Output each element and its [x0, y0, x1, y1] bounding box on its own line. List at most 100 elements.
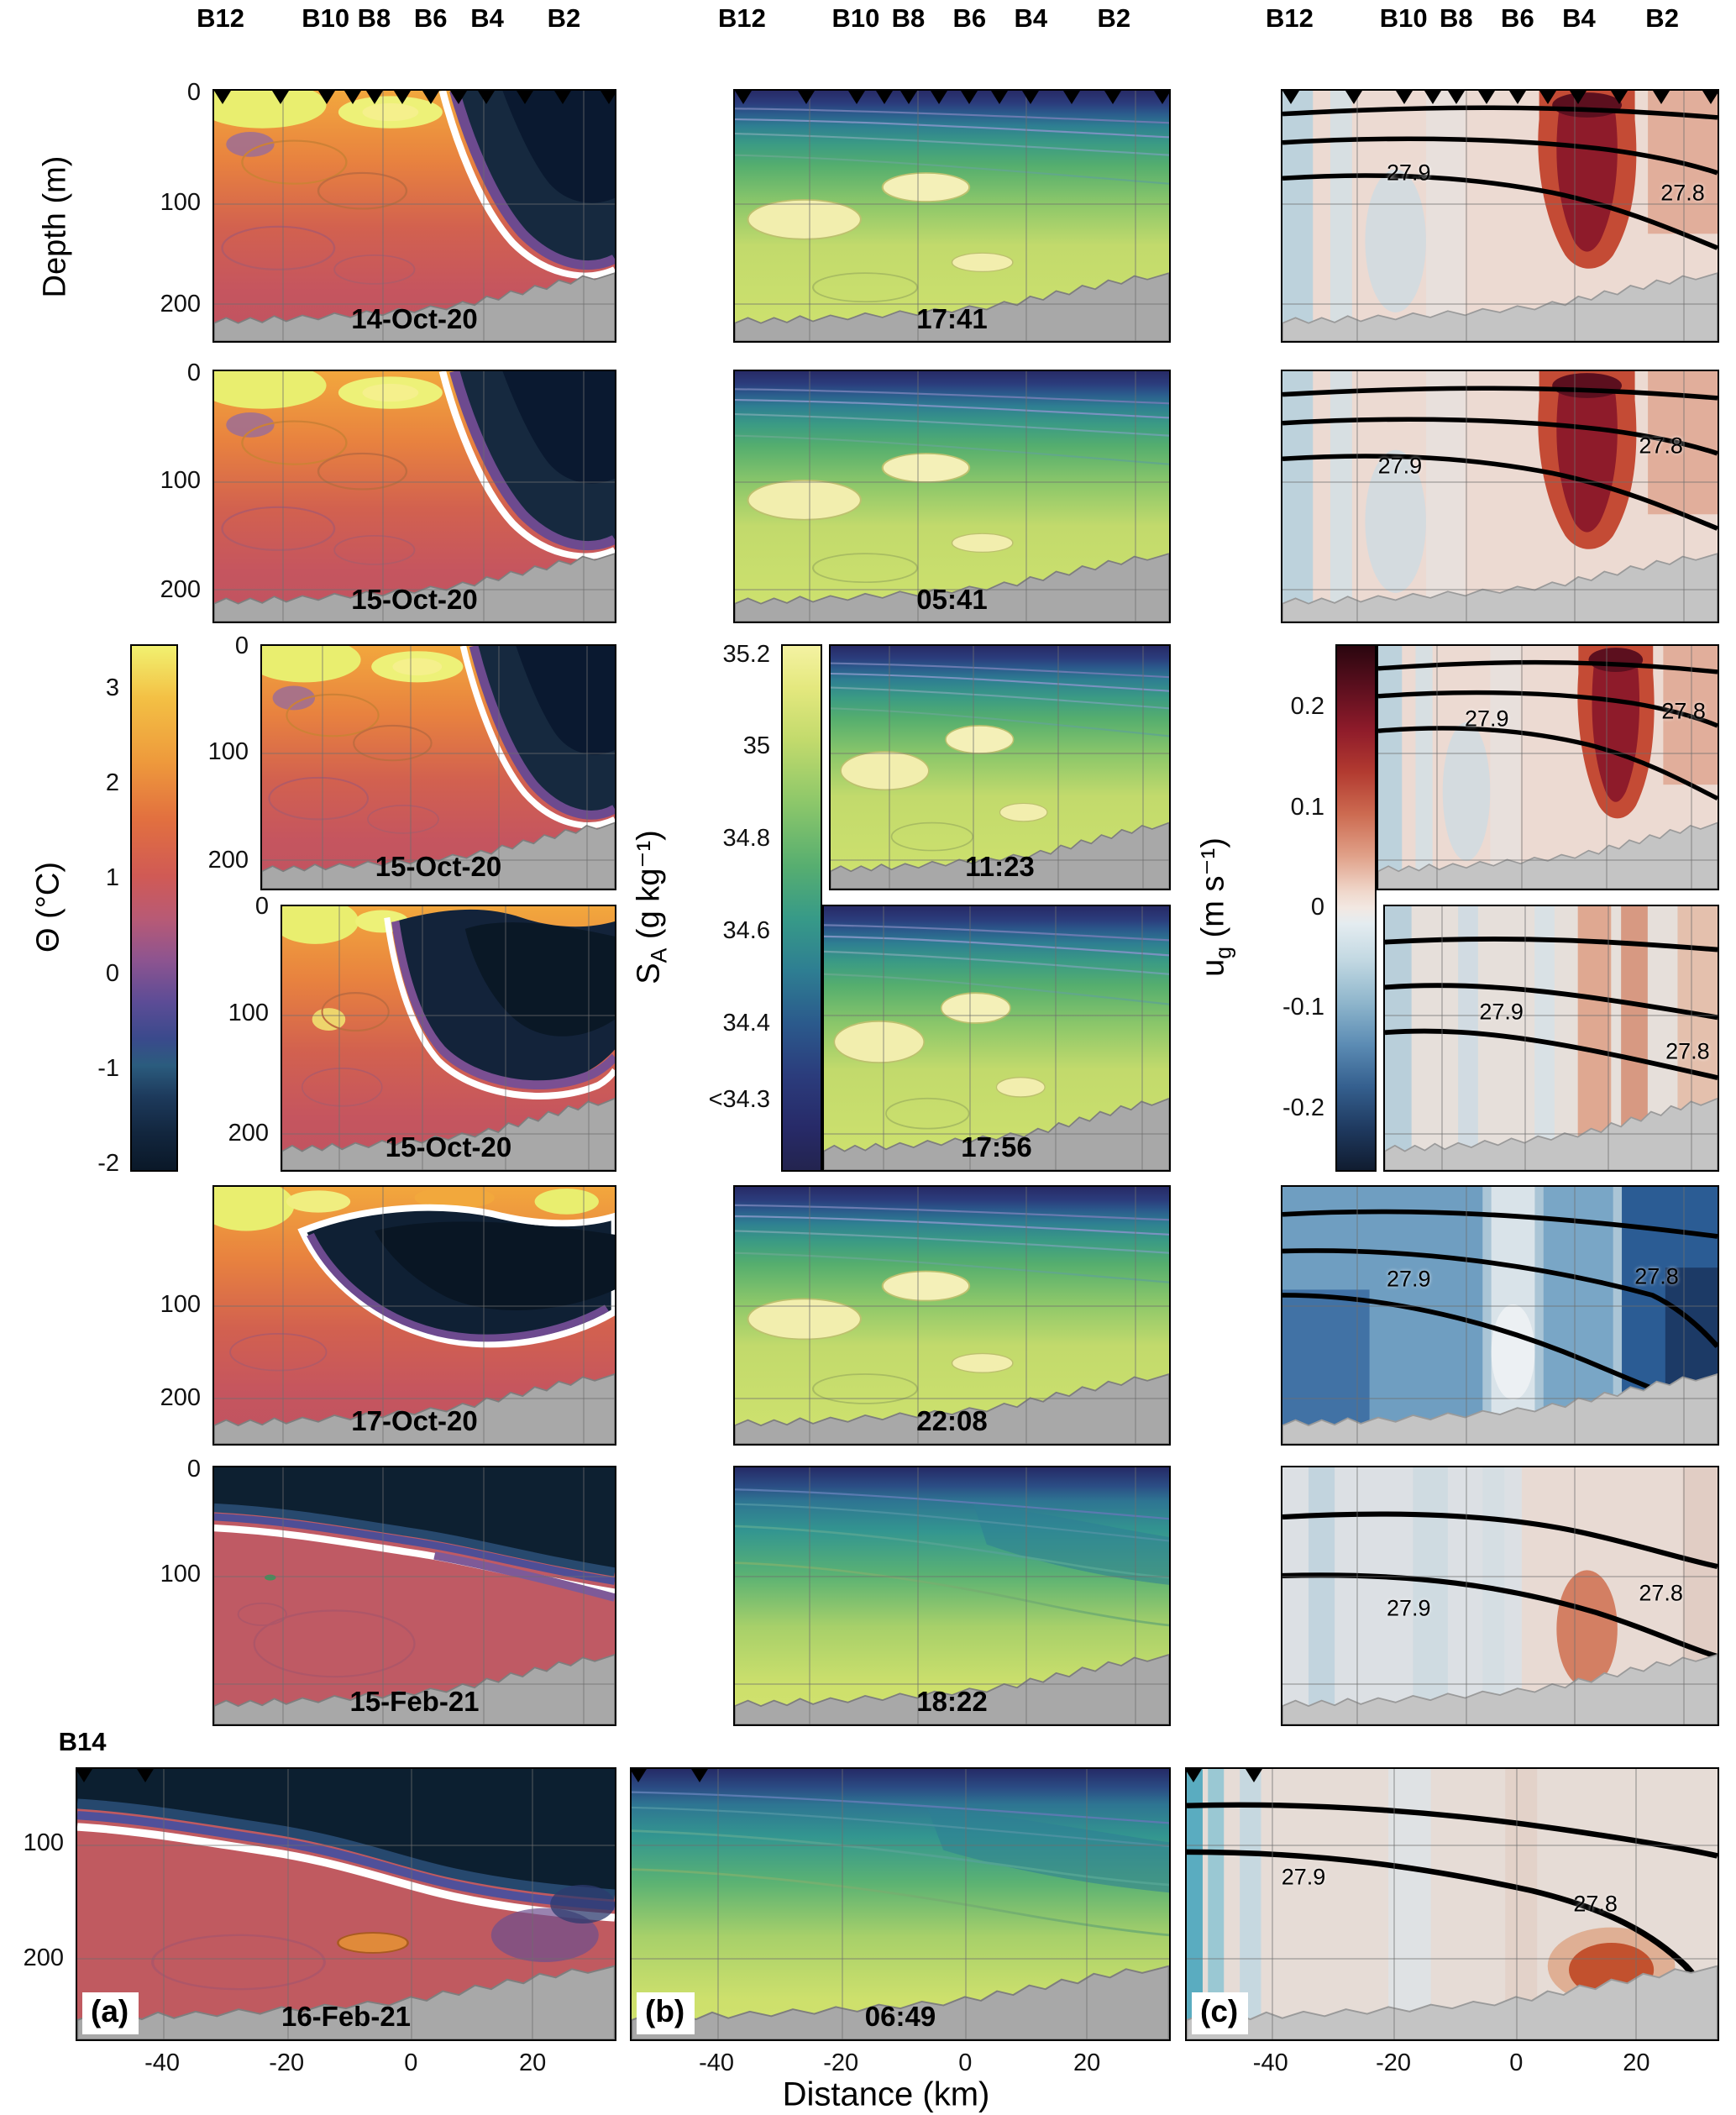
gridline	[1025, 1467, 1028, 1724]
gridline	[1690, 646, 1692, 889]
tick-label: 0.2	[1290, 693, 1324, 721]
colorbar-salinity-label: SA (g kg⁻¹)	[630, 830, 673, 984]
gridline	[1574, 371, 1576, 622]
station-marker-icon	[991, 91, 1009, 104]
x-ticks-col-c: -40 -20 0 20	[1185, 2048, 1719, 2083]
tick-label: -40	[1252, 2049, 1288, 2076]
gridline	[1682, 1187, 1685, 1444]
tick-label: 0	[254, 893, 269, 921]
section-time-label: 05:41	[916, 583, 988, 615]
tick-label: 34.8	[722, 825, 770, 853]
station-marker-icon	[1104, 91, 1121, 104]
temp-panel-r4: 15-Oct-20	[281, 905, 616, 1172]
section-date-label: 15-Feb-21	[349, 1686, 480, 1718]
gridline	[77, 1845, 615, 1847]
gridline	[1574, 1187, 1576, 1444]
temperature-contour-plot	[77, 1769, 615, 2039]
x-ticks-col-a: -40 -20 0 20	[76, 2048, 616, 2083]
gridline	[214, 303, 615, 306]
gridline	[1282, 1683, 1718, 1686]
salinity-panel-r6: 18:22	[733, 1466, 1171, 1726]
gridline	[888, 646, 890, 889]
salinity-label-units: (g kg⁻¹)	[631, 830, 667, 948]
section-time-label: 17:56	[961, 1131, 1032, 1163]
gridline	[214, 1304, 615, 1307]
gridline	[214, 1397, 615, 1399]
station-label: B10	[302, 3, 350, 33]
gridline	[582, 371, 585, 622]
gridline	[1134, 1187, 1136, 1444]
station-marker-icon	[1424, 91, 1441, 104]
temp-panel-r2: 15-Oct-20	[212, 370, 616, 623]
station-marker-icon	[961, 91, 978, 104]
salinity-panel-r2: 05:41	[733, 370, 1171, 623]
isopycnal-label: 27.8	[1639, 433, 1683, 459]
tick-label: 0	[186, 359, 201, 386]
gridline	[1574, 1467, 1576, 1724]
gridline	[422, 906, 424, 1170]
station-marker-icon	[798, 91, 816, 104]
section-date-label: 16-Feb-21	[281, 2000, 412, 2032]
gridline	[1055, 906, 1057, 1170]
isopycnal-label: 27.8	[1634, 1263, 1679, 1289]
tick-label: 200	[160, 290, 201, 318]
gridline	[1356, 1467, 1359, 1724]
colorbar-salinity-ticks: 35.2 35 34.8 34.6 34.4 <34.3	[676, 640, 777, 1172]
station-label: B10	[831, 3, 880, 33]
gridline	[1465, 1187, 1467, 1444]
tick-label: 200	[160, 1384, 201, 1412]
gridline	[1691, 906, 1693, 1170]
gridline	[831, 753, 1169, 755]
gridline	[632, 1958, 1169, 1960]
tick-label: 200	[207, 846, 249, 874]
gridline	[282, 1133, 615, 1136]
isopycnal-label: 27.8	[1665, 1038, 1710, 1064]
y-axis-title-depth: Depth (m)	[37, 155, 73, 298]
tick-label: <34.3	[708, 1086, 770, 1114]
gridline	[214, 589, 615, 591]
gridline	[824, 1133, 1169, 1136]
gridline	[1282, 1304, 1718, 1307]
gridline	[735, 1304, 1169, 1307]
section-time-label: 06:49	[864, 2000, 936, 2032]
salinity-panel-r7: 06:49 (b)	[630, 1767, 1171, 2041]
gridline	[1682, 371, 1685, 622]
tick-label: 100	[160, 466, 201, 494]
station-marker-icon	[847, 91, 865, 104]
station-marker-icon	[553, 91, 571, 104]
station-marker-icon	[1478, 91, 1496, 104]
station-label: B8	[891, 3, 926, 33]
tick-label: -40	[699, 2049, 734, 2076]
gridline	[482, 91, 485, 341]
velocity-panel-r4: 27.9 27.8	[1383, 905, 1719, 1172]
station-marker-icon	[1187, 1769, 1203, 1782]
colorbar-velocity-ticks: 0.2 0.1 0 -0.1 -0.2	[1230, 644, 1331, 1172]
section-time-label: 18:22	[916, 1686, 988, 1718]
gridline	[382, 1467, 385, 1724]
x-ticks-col-b: -40 -20 0 20	[630, 2048, 1171, 2083]
salinity-panel-r1: 17:41	[733, 89, 1171, 343]
isopycnal-label: 27.9	[1386, 1595, 1431, 1621]
depth-ticks-r3: 0 100 200	[176, 632, 254, 890]
gridline	[1282, 203, 1718, 206]
colorbar-theta	[130, 644, 178, 1172]
tick-label: -20	[1376, 2049, 1411, 2076]
gridline	[831, 859, 1169, 862]
gridline	[1025, 371, 1028, 622]
temp-panel-r1: 14-Oct-20	[212, 89, 616, 343]
tick-label: 0.1	[1290, 793, 1324, 821]
tick-label: 100	[207, 737, 249, 765]
velocity-contour-plot	[1378, 646, 1718, 889]
gridline	[282, 1014, 615, 1016]
station-marker-icon	[1448, 91, 1466, 104]
gridline	[382, 371, 385, 622]
depth-ticks-r4: 0 100 200	[197, 893, 274, 1172]
salinity-panel-r4: 17:56	[822, 905, 1171, 1172]
isopycnal-label: 27.9	[1281, 1864, 1326, 1890]
gridline	[586, 646, 589, 889]
gridline	[282, 91, 285, 341]
isopycnal-label: 27.8	[1660, 180, 1705, 206]
panel-letter-c: (c)	[1192, 1992, 1249, 2034]
depth-ticks-r6: 0 100	[128, 1455, 206, 1726]
gridline	[1378, 753, 1718, 755]
